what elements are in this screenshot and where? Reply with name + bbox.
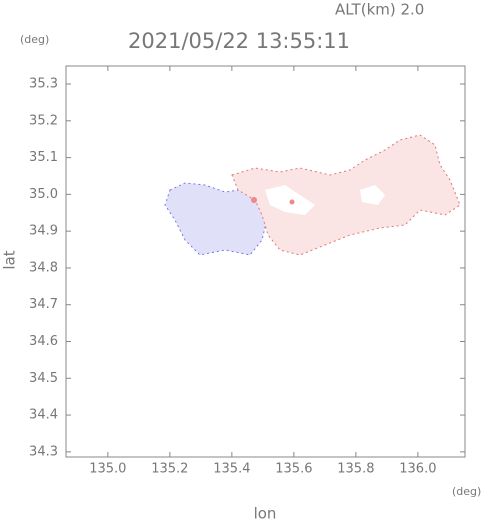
x-axis-label: lon: [254, 505, 277, 521]
x-tick-label: 135.8: [337, 462, 374, 477]
y-tick-label: 35.1: [29, 150, 58, 165]
echo-spot: [251, 197, 257, 203]
x-tick-label: 135.4: [213, 462, 250, 477]
y-tick-label: 34.5: [29, 371, 58, 386]
x-tick-label: 135.6: [275, 462, 312, 477]
y-tick-label: 35.2: [29, 113, 58, 128]
echo-gap: [360, 185, 385, 205]
y-tick-label: 34.4: [29, 408, 58, 423]
plot-frame: [65, 65, 466, 458]
y-tick-label: 34.8: [29, 260, 58, 275]
x-tick-label: 135.0: [89, 462, 126, 477]
y-unit: (deg): [20, 33, 49, 46]
y-tick-label: 34.9: [29, 224, 58, 239]
x-tick-label: 135.2: [151, 462, 188, 477]
echo-field: [164, 134, 461, 256]
echo-gap: [265, 185, 315, 215]
echo-region: [164, 182, 269, 256]
y-tick-label: 34.3: [29, 444, 58, 459]
y-tick-label: 35.3: [29, 77, 58, 92]
altitude-annotation: ALT(km) 2.0: [335, 1, 424, 19]
y-tick-label: 34.6: [29, 334, 58, 349]
chart-title: 2021/05/22 13:55:11: [128, 29, 350, 53]
x-unit: (deg): [452, 485, 481, 498]
echo-region: [231, 134, 461, 256]
y-axis-label: lat: [1, 250, 19, 269]
x-tick-label: 136.0: [399, 462, 436, 477]
y-tick-label: 34.7: [29, 297, 58, 312]
y-tick-label: 35.0: [29, 187, 58, 202]
echo-spot: [289, 199, 295, 205]
